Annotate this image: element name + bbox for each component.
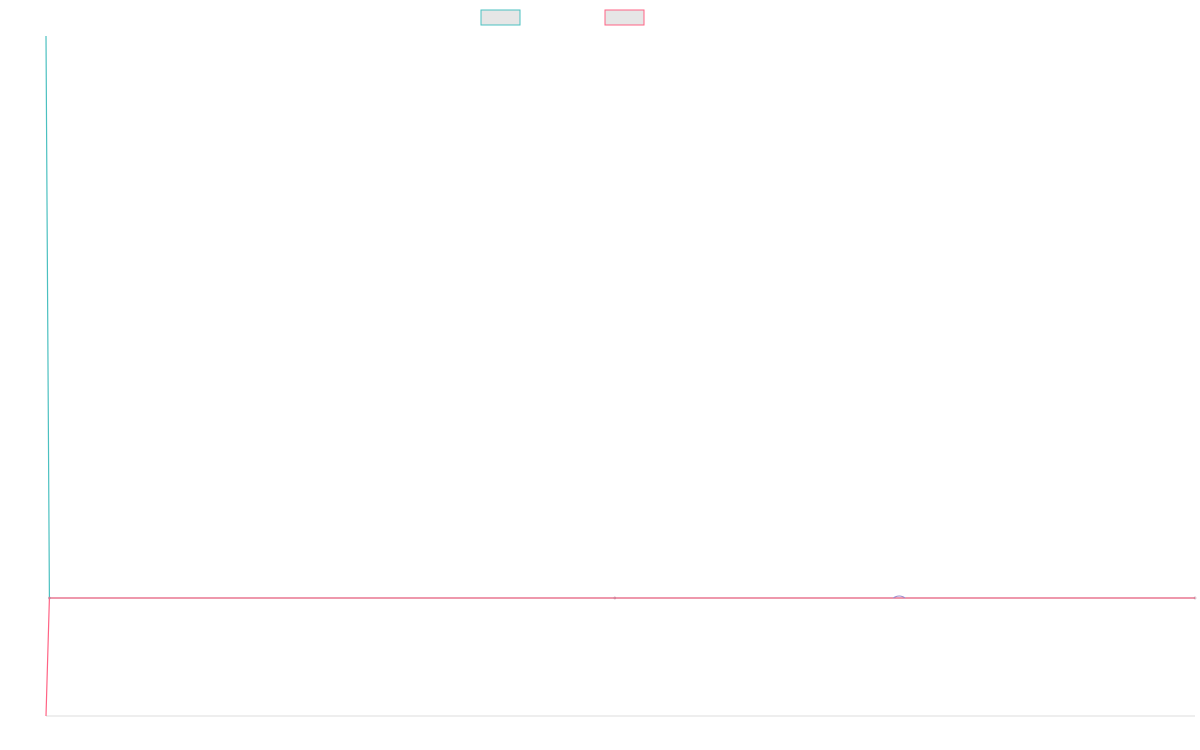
- series-2-point: [1193, 596, 1197, 600]
- series-2-line: [45, 597, 1195, 717]
- series-marker: [892, 595, 906, 599]
- legend[interactable]: [480, 9, 645, 26]
- series-1-line: [45, 35, 1195, 599]
- series-lines: [45, 35, 1195, 717]
- legend-swatch-series-2[interactable]: [604, 9, 645, 26]
- data-points: [48, 595, 1197, 600]
- series-2-point: [48, 596, 51, 600]
- legend-swatch-series-1[interactable]: [480, 9, 521, 26]
- series-2-point: [613, 596, 617, 600]
